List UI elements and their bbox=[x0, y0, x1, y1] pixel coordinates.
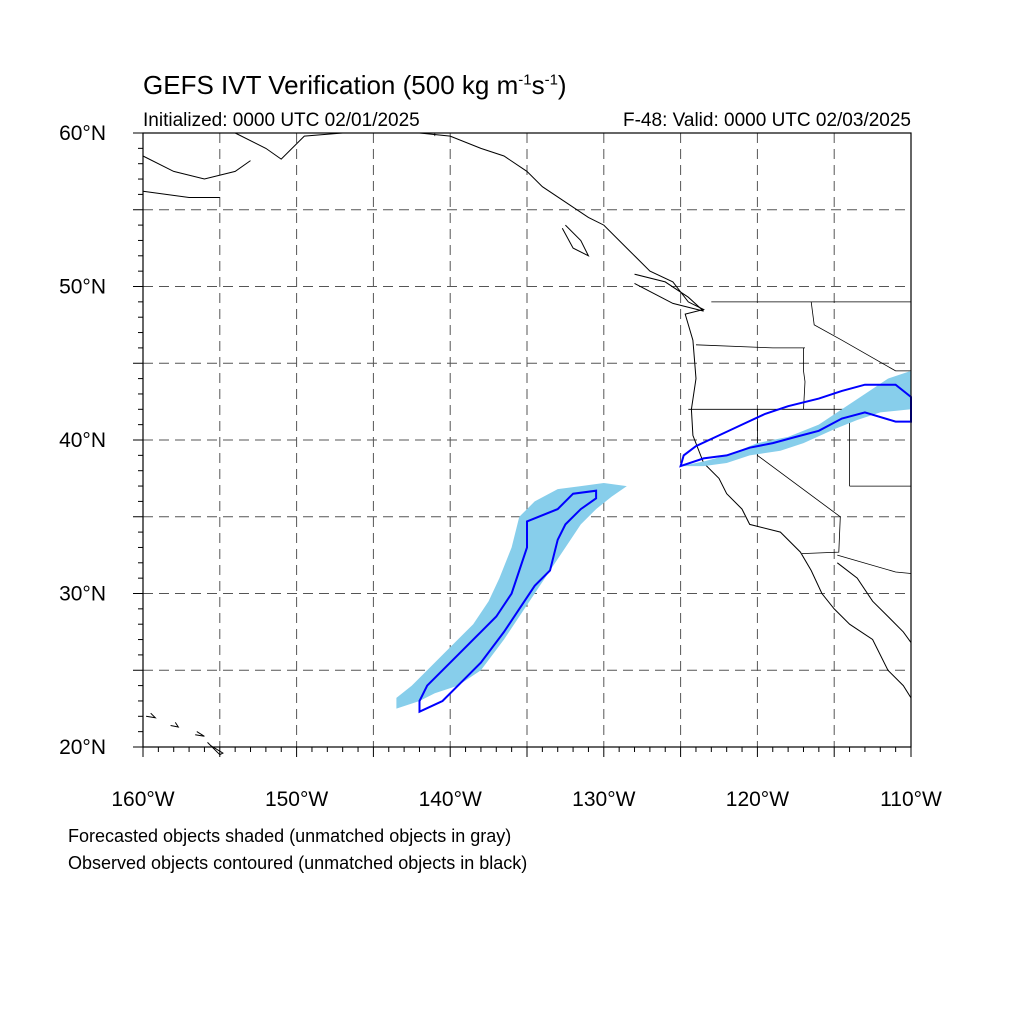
title-exponent-1: -1 bbox=[518, 71, 532, 89]
state-border bbox=[757, 409, 841, 554]
coastline bbox=[142, 155, 251, 180]
state-border bbox=[810, 301, 911, 372]
valid-time: F-48: Valid: 0000 UTC 02/03/2025 bbox=[623, 110, 911, 131]
lon-label: 150°W bbox=[265, 788, 328, 811]
initialized-time: Initialized: 0000 UTC 02/01/2025 bbox=[143, 110, 420, 131]
lat-label: 40°N bbox=[59, 429, 106, 452]
lat-label: 20°N bbox=[59, 736, 106, 759]
lon-label: 110°W bbox=[880, 788, 942, 811]
title-close-paren: ) bbox=[557, 70, 567, 100]
coastline bbox=[836, 562, 912, 643]
lon-label: 120°W bbox=[726, 788, 789, 811]
coastline bbox=[142, 190, 220, 198]
map-title-text: GEFS IVT Verification (500 kg m bbox=[143, 70, 519, 100]
forecast-object-west-coast bbox=[680, 370, 911, 467]
lat-label: 30°N bbox=[59, 583, 106, 606]
axis-labels: 20°N 30°N 40°N 50°N 60°N 160°W 150°W 140°W 130°W… bbox=[59, 122, 942, 811]
coastline bbox=[634, 273, 704, 312]
lat-label: 50°N bbox=[59, 276, 106, 299]
observed-object-offshore bbox=[418, 489, 598, 714]
observed-legend-text: Observed objects contoured (unmatched ob… bbox=[68, 853, 528, 873]
state-border bbox=[695, 344, 805, 349]
lon-label: 160°W bbox=[111, 788, 174, 811]
forecast-legend-text: Forecasted objects shaded (unmatched obj… bbox=[68, 826, 512, 846]
coastline bbox=[195, 731, 205, 737]
state-border bbox=[837, 554, 912, 574]
coastline bbox=[170, 722, 180, 728]
coastline bbox=[146, 712, 157, 719]
lon-label: 130°W bbox=[572, 788, 635, 811]
forecast-object-offshore bbox=[396, 483, 627, 709]
coastline bbox=[207, 742, 224, 756]
coastline bbox=[419, 132, 912, 699]
lon-label: 140°W bbox=[419, 788, 482, 811]
coastline bbox=[561, 224, 590, 257]
coastlines bbox=[142, 132, 912, 756]
map-title: GEFS IVT Verification (500 kg m-1s-1) bbox=[143, 70, 567, 101]
title-exponent-2: -1 bbox=[544, 71, 558, 89]
title-unit-s: s bbox=[531, 70, 545, 100]
state-border bbox=[803, 347, 806, 410]
axis-ticks bbox=[133, 132, 912, 757]
coastline bbox=[234, 132, 343, 160]
lat-label: 60°N bbox=[59, 122, 106, 145]
